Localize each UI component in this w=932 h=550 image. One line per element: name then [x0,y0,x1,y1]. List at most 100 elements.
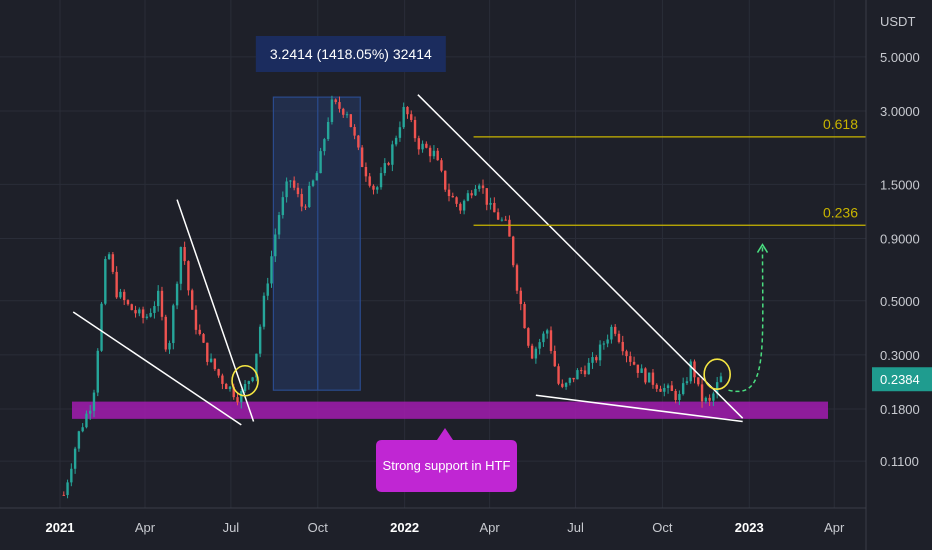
candle-body [413,119,417,139]
candle-body [115,271,118,298]
candle-body [629,356,632,362]
candle-body [342,108,345,115]
x-tick-label: 2021 [46,520,75,535]
candle-body [126,300,130,305]
candle-body [172,305,175,344]
highlight-circle-2 [703,358,731,391]
x-tick-label: 2023 [735,520,764,535]
support-callout-text: Strong support in HTF [383,458,511,473]
y-tick-label: 0.1100 [880,454,919,469]
candle-body [289,180,292,182]
candle-body [130,304,133,311]
candle-body [251,377,254,382]
candle-body [338,102,341,109]
candle-body [455,197,458,204]
fib-label-0.236: 0.236 [823,204,858,220]
candle-body [240,391,243,403]
x-tick-label: 2022 [390,520,419,535]
candle-body [489,202,492,205]
candle-body [447,189,451,197]
x-tick-label: Apr [479,520,500,535]
candle-body [515,265,519,291]
candle-body [700,384,704,402]
candle-body [308,185,311,207]
candle-body [655,384,658,389]
candle-body [364,167,368,177]
candle-body [576,370,579,380]
candle-body [345,114,349,116]
candle-body [704,397,708,402]
candle-body [255,353,258,378]
candle-body [647,372,651,383]
candle-body [523,304,526,329]
candle-body [478,185,481,189]
candle-body [330,99,334,122]
measure-layer [272,96,361,391]
candle-body [504,219,507,221]
trendline-4 [535,394,743,423]
candle-body [685,381,689,384]
candle-body [70,468,73,483]
candle-body [232,386,235,398]
candle-body [715,382,719,394]
candle-body [100,303,103,351]
last-price-label: 0.2384 [880,372,920,387]
x-tick-label: Oct [308,520,329,535]
candle-body [224,383,228,390]
candle-body [304,206,307,208]
x-tick-label: Jul [567,520,584,535]
candle-body [485,188,488,205]
candle-body [538,342,541,349]
candle-body [323,139,326,152]
candle-body [659,388,662,392]
candle-body [183,247,186,262]
annotation-labels: 0.618 0.236 3.2414 (1418.05%) 32414 Strong … [255,36,858,492]
candle-body [145,316,149,318]
candle-body [372,185,375,190]
candle-body [326,121,330,140]
candle-body [349,114,353,127]
candle-body [678,394,681,400]
x-tick-label: Jul [223,520,240,535]
candle-body [149,312,152,317]
candle-body [670,385,674,391]
support-zone-layer [72,401,828,419]
candle-body [530,345,534,359]
y-axis[interactable]: USDT 5.0000 3.0000 1.5000 0.9000 0.5000 0.3000… [865,0,932,550]
y-tick-label: 0.5000 [880,294,920,309]
candle-body [123,291,126,301]
candle-body [542,333,545,343]
candle-body [428,147,432,157]
projection-arrow [728,244,764,393]
candle-body [81,427,84,432]
candle-body [376,187,379,190]
candle-body [674,390,677,400]
candle-body [111,254,115,272]
candle-body [598,344,602,361]
candle-body [617,333,621,342]
candle-body [379,173,383,188]
candle-body [221,375,224,384]
candle-body [466,193,470,201]
candle-body [357,135,360,148]
y-tick-label: 1.5000 [880,177,920,192]
x-axis[interactable]: 2021 Apr Jul Oct 2022 Apr Jul Oct 2023 Apr [0,507,932,550]
candle-body [281,197,285,216]
candle-body [175,283,179,306]
candle-body [697,377,700,385]
x-tick-label: Apr [824,520,845,535]
candle-body [134,310,137,314]
candle-body [92,392,96,411]
candle-body [190,290,194,310]
candle-body [519,290,522,305]
candle-body [640,368,643,373]
candle-body [398,127,402,138]
candle-body [319,151,322,174]
candle-body [625,351,628,357]
grid [0,0,866,508]
candle-body [534,348,538,359]
candle-body [383,163,387,174]
candle-body [481,185,485,189]
candle-body [621,341,624,352]
